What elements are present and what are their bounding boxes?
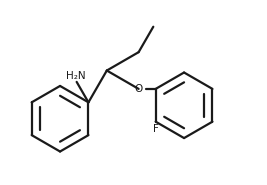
Text: F: F [153, 124, 159, 134]
Text: H₂N: H₂N [65, 71, 85, 81]
Text: O: O [135, 84, 143, 94]
